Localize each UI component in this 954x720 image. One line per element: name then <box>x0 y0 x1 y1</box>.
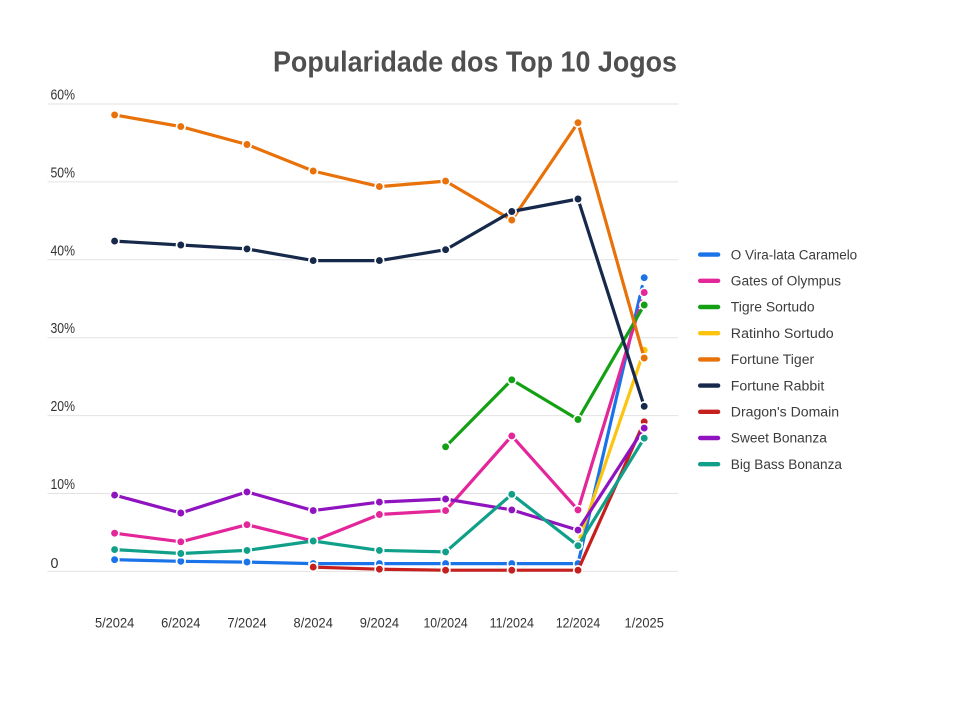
svg-text:Ratinho Sortudo: Ratinho Sortudo <box>731 326 834 341</box>
svg-text:20%: 20% <box>51 399 76 415</box>
svg-text:60%: 60% <box>51 88 76 104</box>
svg-text:30%: 30% <box>51 321 76 337</box>
svg-text:6/2024: 6/2024 <box>161 615 200 631</box>
svg-text:40%: 40% <box>51 243 76 259</box>
svg-text:12/2024: 12/2024 <box>556 615 600 631</box>
svg-text:Tigre Sortudo: Tigre Sortudo <box>731 300 815 315</box>
svg-text:0: 0 <box>51 556 59 572</box>
svg-text:10%: 10% <box>51 477 76 493</box>
svg-text:1/2025: 1/2025 <box>625 615 664 631</box>
svg-text:Popularidade dos Top 10 Jogos: Popularidade dos Top 10 Jogos <box>273 47 677 79</box>
svg-text:Fortune Rabbit: Fortune Rabbit <box>731 378 825 393</box>
svg-text:10/2024: 10/2024 <box>423 615 467 631</box>
svg-text:Big Bass Bonanza: Big Bass Bonanza <box>731 457 843 472</box>
svg-text:9/2024: 9/2024 <box>360 615 399 631</box>
svg-text:Dragon's Domain: Dragon's Domain <box>731 405 839 420</box>
svg-text:Gates of Olympus: Gates of Olympus <box>731 274 841 289</box>
svg-text:O Vira-lata Caramelo: O Vira-lata Caramelo <box>731 247 857 262</box>
svg-text:Sweet Bonanza: Sweet Bonanza <box>731 431 828 446</box>
svg-text:11/2024: 11/2024 <box>490 615 534 631</box>
svg-text:5/2024: 5/2024 <box>95 615 134 631</box>
svg-text:Fortune Tiger: Fortune Tiger <box>731 352 815 367</box>
svg-text:50%: 50% <box>51 165 76 181</box>
svg-text:8/2024: 8/2024 <box>294 615 333 631</box>
svg-text:7/2024: 7/2024 <box>227 615 266 631</box>
